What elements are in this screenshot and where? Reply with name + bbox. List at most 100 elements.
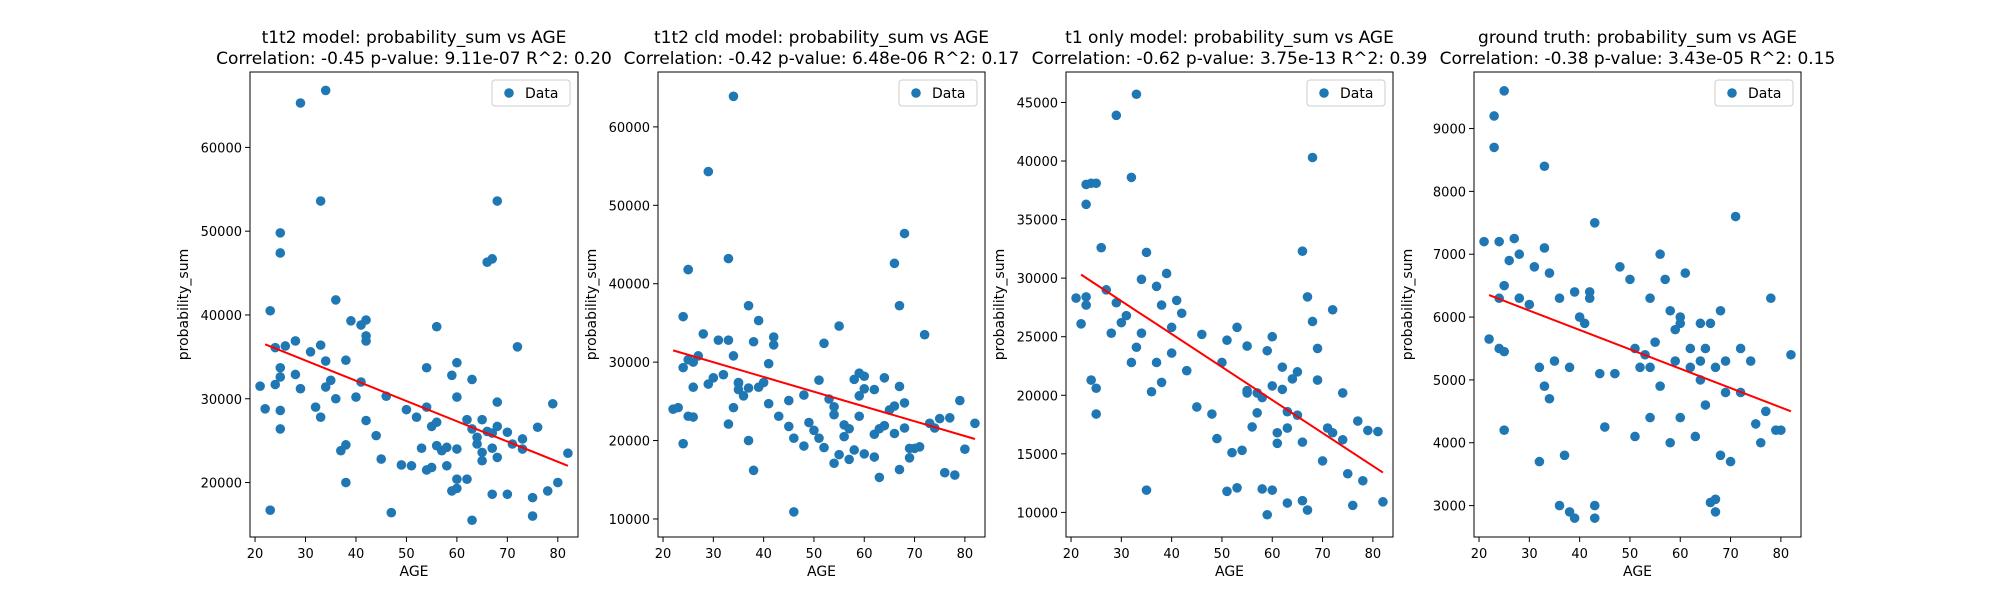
x-tick-label: 50 xyxy=(806,547,823,562)
axes-frame xyxy=(249,71,579,538)
fit-line xyxy=(672,349,976,440)
data-point xyxy=(1610,368,1620,379)
data-point xyxy=(1327,304,1338,315)
data-point xyxy=(934,413,945,424)
data-point xyxy=(919,329,930,340)
data-point xyxy=(1645,293,1655,304)
data-point xyxy=(899,423,910,433)
data-point xyxy=(955,395,965,406)
data-point xyxy=(1514,293,1525,304)
x-tick-label: 70 xyxy=(499,547,516,562)
data-point xyxy=(768,340,779,350)
data-point xyxy=(688,382,699,393)
data-point xyxy=(728,351,739,361)
x-tick-label: 20 xyxy=(1063,547,1080,562)
x-tick-label: 60 xyxy=(1264,547,1281,562)
data-point xyxy=(553,477,563,488)
data-point xyxy=(265,305,275,316)
data-point xyxy=(1292,367,1303,377)
data-point xyxy=(1166,348,1177,358)
legend-box xyxy=(1306,79,1386,107)
data-point xyxy=(1655,249,1665,260)
data-point xyxy=(320,85,331,96)
data-point xyxy=(950,470,960,480)
x-axis-label: AGE xyxy=(399,564,428,580)
data-point xyxy=(1660,274,1670,285)
data-point xyxy=(431,321,442,332)
data-point xyxy=(401,404,412,415)
x-tick-label: 50 xyxy=(398,547,415,562)
data-point xyxy=(1534,456,1545,467)
data-point xyxy=(743,435,754,446)
data-point xyxy=(889,258,900,269)
data-point xyxy=(426,462,437,473)
data-point xyxy=(1675,318,1686,329)
data-point xyxy=(1675,412,1686,423)
legend: Data xyxy=(491,79,571,107)
data-point xyxy=(834,449,844,460)
x-tick-label: 70 xyxy=(906,547,923,562)
y-tick-label: 40000 xyxy=(201,309,242,324)
axes-frame xyxy=(1065,71,1394,538)
data-point xyxy=(1091,383,1101,394)
data-point xyxy=(502,427,513,438)
x-tick-label: 80 xyxy=(550,547,567,562)
chart-panel-1: t1t2 model: probability_sum vs AGECorrel… xyxy=(176,28,612,580)
data-point xyxy=(1181,365,1192,376)
data-point xyxy=(305,347,316,357)
data-point xyxy=(1685,362,1696,373)
x-tick-label: 80 xyxy=(1773,547,1790,562)
data-point xyxy=(859,449,870,459)
data-point xyxy=(290,369,301,380)
x-tick-label: 50 xyxy=(1214,547,1231,562)
data-point xyxy=(1262,345,1273,356)
data-point xyxy=(1685,343,1696,354)
y-tick-label: 25000 xyxy=(1017,331,1058,346)
x-tick-label: 30 xyxy=(297,547,314,562)
data-point xyxy=(1076,319,1086,329)
x-tick-label: 40 xyxy=(1571,547,1588,562)
data-point xyxy=(477,455,487,466)
data-point xyxy=(1665,305,1675,316)
data-point xyxy=(275,362,286,373)
data-point xyxy=(1131,89,1142,100)
y-tick-label: 10000 xyxy=(1017,506,1058,521)
data-point xyxy=(1091,409,1101,419)
data-point xyxy=(467,374,477,385)
data-point xyxy=(1494,236,1504,247)
data-point xyxy=(939,467,950,478)
data-point xyxy=(899,228,910,239)
data-point xyxy=(733,377,744,388)
y-tick-label: 30000 xyxy=(609,356,650,371)
legend: Data xyxy=(898,79,978,107)
data-point xyxy=(341,355,351,366)
data-point xyxy=(310,402,321,412)
y-tick-label: 30000 xyxy=(201,393,242,408)
data-point xyxy=(467,515,477,526)
x-tick-label: 80 xyxy=(957,547,974,562)
data-point xyxy=(492,397,503,407)
data-point xyxy=(1695,318,1706,329)
data-point xyxy=(452,357,462,368)
data-point xyxy=(290,336,301,346)
data-point xyxy=(1670,356,1681,366)
x-tick-label: 60 xyxy=(449,547,466,562)
chart-title: t1t2 model: probability_sum vs AGE xyxy=(262,28,567,48)
legend-marker xyxy=(504,88,514,98)
data-point xyxy=(678,311,688,322)
data-point xyxy=(1212,433,1222,444)
data-point xyxy=(1509,233,1520,244)
data-point xyxy=(452,483,462,494)
data-points xyxy=(668,91,980,517)
data-point xyxy=(1630,431,1640,442)
data-point xyxy=(1589,218,1600,228)
data-point xyxy=(758,377,769,388)
data-point xyxy=(1282,423,1293,433)
data-point xyxy=(1222,486,1232,497)
data-point xyxy=(1141,247,1152,258)
data-point xyxy=(1680,268,1691,278)
data-point xyxy=(452,474,462,484)
data-point xyxy=(728,402,739,413)
data-point xyxy=(743,300,754,311)
data-point xyxy=(789,433,799,443)
